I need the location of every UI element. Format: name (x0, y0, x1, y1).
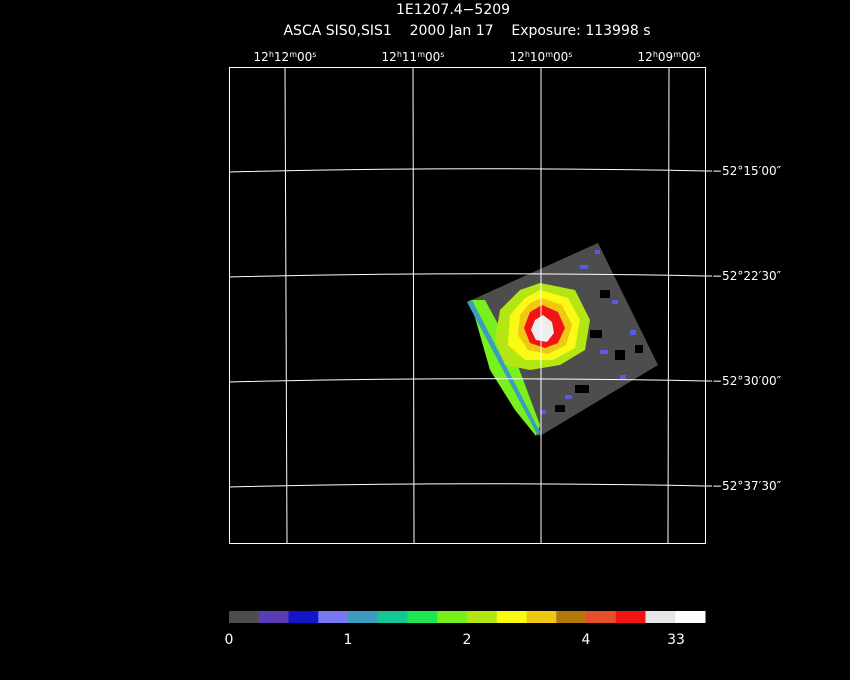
ra-digits: 00 (681, 50, 696, 64)
ra-digits: 12 (274, 50, 289, 64)
color-swatch (615, 611, 646, 623)
ra-label: 12h10m00s (510, 50, 573, 65)
ra-digits: 00 (425, 50, 440, 64)
ra-unit: h (525, 50, 530, 59)
ra-unit: s (312, 50, 316, 59)
subtitle: ASCA SIS0,SIS1 2000 Jan 17 Exposure: 113… (283, 23, 650, 39)
color-swatch (496, 611, 527, 623)
ra-digits: 12 (510, 50, 525, 64)
color-swatch (437, 611, 468, 623)
color-swatch (348, 611, 379, 623)
color-swatch (675, 611, 706, 623)
ra-digits: 12 (638, 50, 653, 64)
title: 1E1207.4−5209 (396, 2, 510, 18)
ra-digits: 09 (658, 50, 673, 64)
ra-label: 12h12m00s (254, 50, 317, 65)
ra-digits: 00 (553, 50, 568, 64)
ra-digits: 12 (382, 50, 397, 64)
ra-digits: 00 (297, 50, 312, 64)
blob-w (531, 315, 554, 342)
color-swatch (258, 611, 289, 623)
color-swatch (229, 611, 260, 623)
dec-line (228, 483, 706, 488)
ra-label: 12h11m00s (382, 50, 445, 65)
color-swatch (526, 611, 557, 623)
colorbar: 0 1 2 4 33 (225, 611, 706, 648)
ra-line (412, 66, 415, 544)
ra-digits: 12 (254, 50, 269, 64)
ra-digits: 11 (402, 50, 417, 64)
dec-line (228, 168, 706, 173)
ra-unit: m (289, 50, 297, 59)
colorbar-label: 33 (667, 632, 685, 648)
color-swatch (318, 611, 349, 623)
holes (555, 290, 643, 412)
dec-line (228, 378, 706, 383)
ra-unit: m (673, 50, 681, 59)
ra-unit: m (417, 50, 425, 59)
colorbar-label: 2 (463, 632, 472, 648)
ra-unit: s (440, 50, 444, 59)
dec-line (228, 273, 706, 278)
color-swatch (556, 611, 587, 623)
edge-line (467, 300, 540, 436)
color-swatch (586, 611, 617, 623)
dec-label: −52°30′00″ (712, 374, 782, 388)
dec-labels: −52°15′00″ −52°22′30″ −52°30′00″ −52°37′30″ (705, 164, 782, 493)
grid (228, 66, 706, 544)
color-swatch (645, 611, 676, 623)
ra-unit: s (696, 50, 700, 59)
ra-unit: h (653, 50, 658, 59)
ra-digits: 10 (530, 50, 545, 64)
color-swatch (288, 611, 319, 623)
sky-image (467, 243, 658, 436)
ra-unit: s (568, 50, 572, 59)
ra-label: 12h09m00s (638, 50, 701, 65)
dec-label: −52°15′00″ (712, 164, 782, 178)
frame (229, 67, 706, 544)
dec-label: −52°22′30″ (712, 269, 782, 283)
ra-unit: h (397, 50, 402, 59)
ra-unit: h (269, 50, 274, 59)
dec-label: −52°37′30″ (712, 479, 782, 493)
colorbar-label: 0 (225, 632, 234, 648)
colorbar-label: 1 (344, 632, 353, 648)
ra-labels: 12h12m00s 12h11m00s 12h10m00s 12h09m00s (254, 50, 701, 65)
noise (540, 250, 636, 414)
ra-line (284, 66, 288, 544)
ra-line (667, 66, 670, 544)
ra-unit: m (545, 50, 553, 59)
color-swatch (467, 611, 498, 623)
color-swatch (377, 611, 408, 623)
colorbar-label: 4 (582, 632, 591, 648)
color-swatch (407, 611, 438, 623)
